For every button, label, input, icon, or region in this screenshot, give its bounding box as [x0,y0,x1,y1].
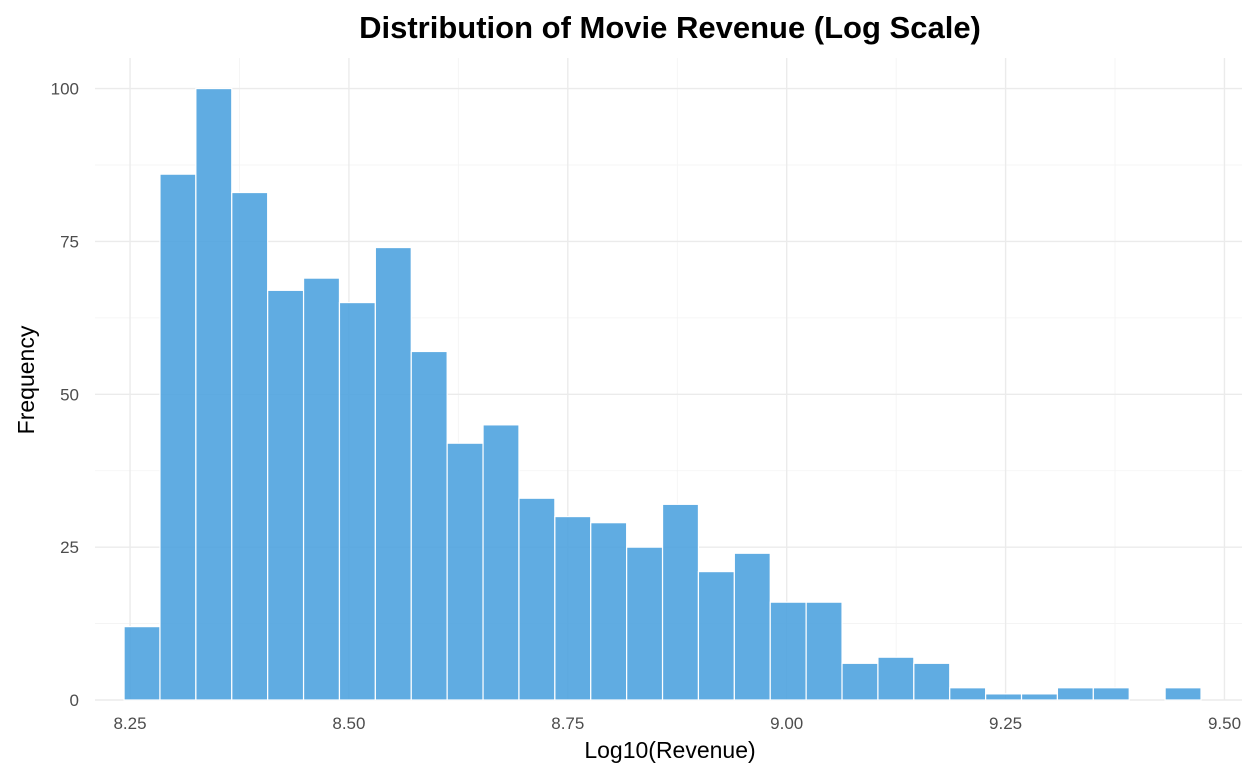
y-tick-label: 75 [60,232,79,251]
histogram-bar [123,626,161,701]
histogram-bar [518,497,556,701]
histogram-bar [1020,693,1059,701]
chart-title: Distribution of Movie Revenue (Log Scale… [359,10,981,45]
histogram-bar [302,277,341,701]
histogram-bar [913,662,951,701]
x-axis-ticks: 8.25 8.50 8.75 9.00 9.25 9.50 [113,714,1241,733]
histogram-bar [1164,687,1202,701]
histogram-bars [123,87,1202,701]
histogram-bar [985,693,1023,701]
histogram-bar [1056,687,1094,701]
y-axis-title: Frequency [13,325,39,434]
y-tick-label: 25 [60,538,79,557]
histogram-bar [661,503,700,701]
histogram-bar [195,87,233,701]
histogram-bar [482,424,520,701]
x-tick-label: 8.25 [113,714,146,733]
x-tick-label: 9.50 [1208,714,1241,733]
histogram-bar [410,350,448,701]
y-tick-label: 0 [70,691,79,710]
histogram-bar [877,656,915,701]
histogram-bar [590,522,628,701]
y-tick-label: 50 [60,385,79,404]
histogram-bar [231,191,269,701]
histogram-bar [626,546,664,701]
histogram-bar [949,687,987,701]
x-tick-label: 8.75 [551,714,584,733]
y-axis-ticks: 0 25 50 75 100 [51,80,79,710]
histogram-bar [805,601,843,701]
y-tick-label: 100 [51,80,79,99]
histogram-bar [697,570,735,701]
x-axis-title: Log10(Revenue) [584,737,755,763]
histogram-bar [446,442,484,701]
histogram-bar [769,601,807,701]
x-tick-label: 9.00 [770,714,803,733]
histogram-bar [374,246,412,701]
histogram-bar [267,289,305,701]
histogram-bar [1092,687,1130,701]
histogram-bar [554,515,592,701]
histogram-bar [733,552,771,701]
histogram-bar [338,301,376,701]
histogram-bar [841,662,879,701]
x-tick-label: 8.50 [332,714,365,733]
histogram-bar [159,173,197,701]
x-tick-label: 9.25 [989,714,1022,733]
